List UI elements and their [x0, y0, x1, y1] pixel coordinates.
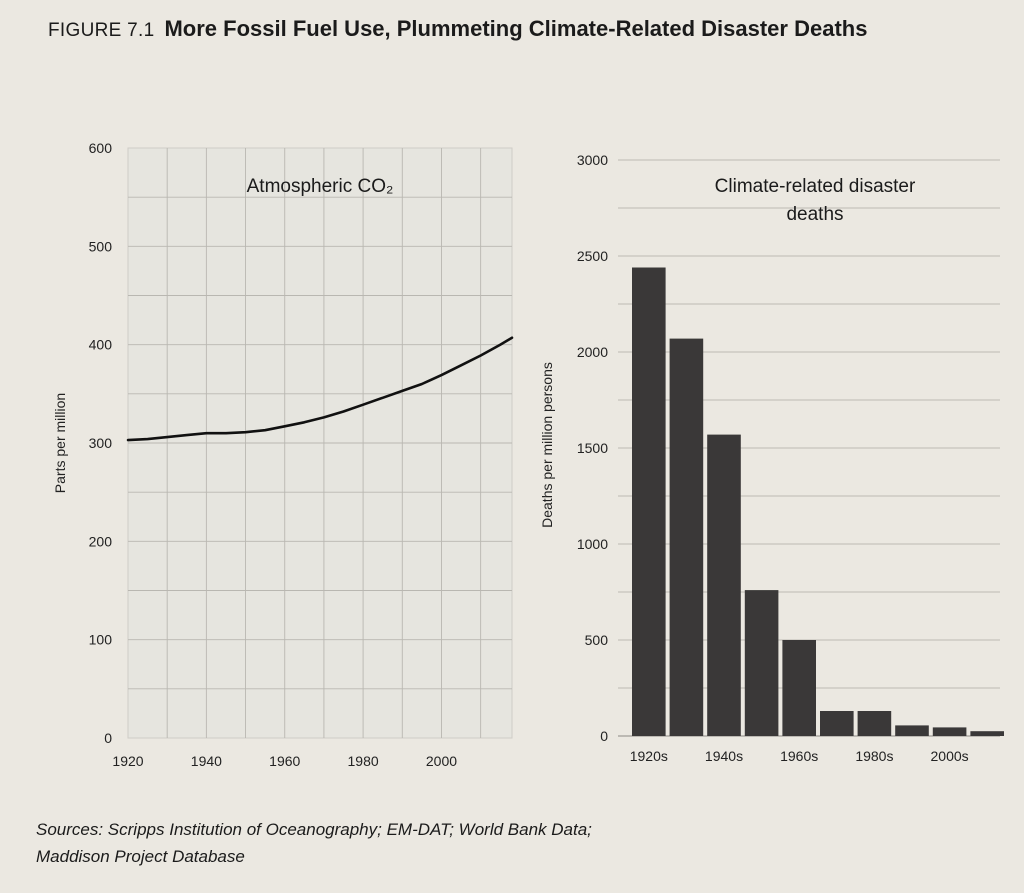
co2-y-tick-label: 100 — [89, 632, 113, 648]
co2-chart-title: Atmospheric CO₂ — [247, 176, 394, 197]
sources-line-2: Maddison Project Database — [36, 847, 245, 866]
co2-x-tick-label: 1940 — [191, 753, 222, 769]
co2-y-tick-label: 200 — [89, 533, 113, 549]
deaths-bar-1990s — [895, 725, 929, 736]
deaths-chart: 0 500 1000 1500 2000 2500 3000 1920s 1940s 1960s… — [539, 152, 1004, 764]
co2-series-line — [126, 336, 514, 442]
co2-y-tick-label: 400 — [89, 337, 113, 353]
deaths-x-tick-label: 1980s — [855, 748, 893, 764]
figure-label: FIGURE 7.1 — [48, 20, 155, 41]
deaths-bar-1950s — [744, 590, 779, 736]
deaths-bar-1980s — [857, 711, 892, 736]
sources-line-1: Sources: Scripps Institution of Oceanogr… — [36, 820, 592, 839]
deaths-chart-title-line2: deaths — [786, 204, 843, 225]
co2-y-ticks: 0 100 200 300 400 500 600 — [89, 140, 113, 746]
figure-title-text: More Fossil Fuel Use, Plummeting Climate… — [164, 16, 868, 41]
deaths-x-tick-label: 2000s — [931, 748, 969, 764]
deaths-bar-1940s — [707, 434, 741, 736]
deaths-y-tick-label: 2000 — [577, 344, 608, 360]
co2-x-tick-label: 1960 — [269, 753, 300, 769]
deaths-y-tick-label: 2500 — [577, 248, 608, 264]
deaths-y-tick-label: 1000 — [577, 536, 608, 552]
deaths-chart-title-line1: Climate-related disaster — [715, 176, 916, 197]
deaths-x-tick-label: 1940s — [705, 748, 743, 764]
deaths-bar-1960s — [782, 640, 816, 736]
co2-y-axis-label: Parts per million — [52, 393, 68, 493]
deaths-x-tick-label: 1960s — [780, 748, 818, 764]
co2-x-ticks: 1920 1940 1960 1980 2000 — [112, 753, 457, 769]
co2-x-tick-label: 1920 — [112, 753, 143, 769]
co2-x-tick-label: 2000 — [426, 753, 457, 769]
co2-grid — [128, 148, 512, 738]
figure-title: FIGURE 7.1 More Fossil Fuel Use, Plummeti… — [48, 14, 928, 46]
deaths-bar-1970s — [820, 711, 854, 736]
deaths-y-tick-label: 500 — [585, 632, 609, 648]
co2-y-tick-label: 500 — [89, 238, 113, 254]
co2-y-tick-label: 600 — [89, 140, 113, 156]
deaths-x-ticks: 1920s 1940s 1960s 1980s 2000s — [630, 748, 969, 764]
deaths-bar-1930s — [669, 338, 704, 736]
deaths-x-tick-label: 1920s — [630, 748, 668, 764]
deaths-y-axis-label: Deaths per million persons — [539, 362, 555, 528]
deaths-y-tick-label: 3000 — [577, 152, 608, 168]
co2-y-tick-label: 0 — [104, 730, 112, 746]
deaths-bar-2000s — [932, 727, 967, 736]
deaths-bars — [632, 267, 1004, 736]
deaths-bar-2010s — [970, 731, 1004, 736]
deaths-y-tick-label: 0 — [600, 728, 608, 744]
co2-y-tick-label: 300 — [89, 435, 113, 451]
co2-chart: 0 100 200 300 400 500 600 1920 1940 1960 1980 2000… — [52, 140, 514, 769]
deaths-bar-1920s — [632, 267, 666, 736]
deaths-y-ticks: 0 500 1000 1500 2000 2500 3000 — [577, 152, 608, 744]
sources-note: Sources: Scripps Institution of Oceanogr… — [36, 816, 736, 870]
co2-x-tick-label: 1980 — [348, 753, 379, 769]
deaths-y-tick-label: 1500 — [577, 440, 608, 456]
